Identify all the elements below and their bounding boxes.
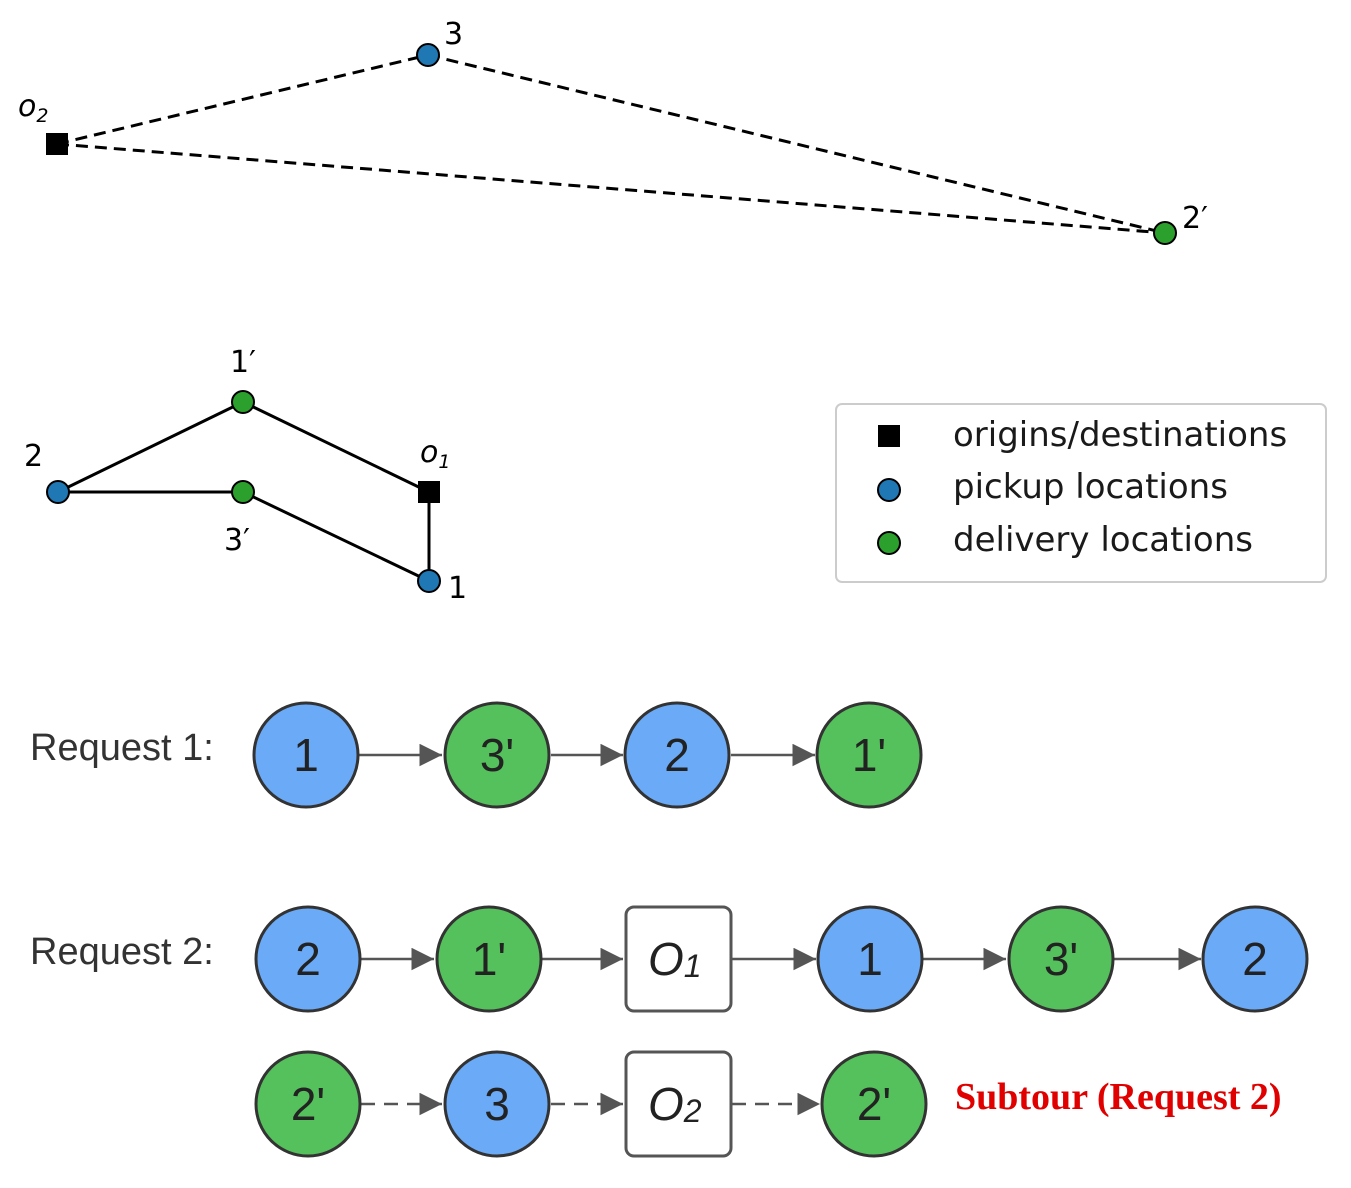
node-3-label: 3 bbox=[444, 17, 463, 52]
edge-o2-3 bbox=[56, 53, 429, 146]
flow-node-delivery bbox=[820, 1050, 928, 1158]
subtour-caption: Subtour (Request 2) bbox=[955, 1076, 1282, 1118]
node-1-label: 1 bbox=[448, 571, 467, 606]
flow-node-pickup bbox=[254, 905, 362, 1013]
origin-o2-marker bbox=[46, 133, 68, 155]
edge-o2-2prime bbox=[56, 142, 1166, 235]
top-route-map: o2 3 2′ bbox=[18, 17, 1208, 245]
flow-origin-box bbox=[624, 1050, 733, 1158]
flow-node-label: 3' bbox=[1044, 933, 1078, 985]
flow-node-delivery bbox=[443, 701, 551, 809]
o1-label: o1 bbox=[420, 435, 450, 473]
flow-node-label: 1 bbox=[293, 729, 319, 781]
delivery-2prime-marker bbox=[1153, 221, 1177, 245]
node-1prime-label: 1′ bbox=[230, 345, 256, 380]
request1-flow: Request 1: 1 3' 2 1' bbox=[30, 701, 923, 809]
flow-node-label: 3' bbox=[480, 729, 514, 781]
flow-node-pickup bbox=[443, 1050, 551, 1158]
pickup-1-marker bbox=[417, 569, 441, 593]
flow-node-pickup bbox=[816, 905, 924, 1013]
flow-node-delivery bbox=[435, 905, 543, 1013]
flow-node-pickup bbox=[252, 701, 360, 809]
request1-label: Request 1: bbox=[30, 727, 214, 769]
node-2prime-label: 2′ bbox=[1182, 201, 1208, 236]
square-icon bbox=[878, 425, 900, 447]
subtour-flow: 2' 3 O2 2' Subtour (Request 2) bbox=[254, 1050, 1282, 1158]
request2-label: Request 2: bbox=[30, 931, 214, 973]
legend-label-delivery: delivery locations bbox=[953, 520, 1253, 560]
flow-origin-box bbox=[624, 905, 733, 1013]
edge-3prime-1 bbox=[242, 490, 430, 583]
request2-flow: Request 2: 2 1' O1 1 3' 2 bbox=[30, 905, 1309, 1013]
edge-1prime-o1 bbox=[242, 400, 430, 494]
legend-frame bbox=[835, 403, 1327, 583]
flow-node-label: 2' bbox=[857, 1078, 891, 1130]
flow-origin-label: O1 bbox=[648, 933, 702, 985]
flow-node-label: 1' bbox=[852, 729, 886, 781]
flow-node-pickup bbox=[623, 701, 731, 809]
legend-label-pickup: pickup locations bbox=[953, 467, 1228, 507]
node-2-label: 2 bbox=[24, 439, 43, 474]
flow-node-label: 2' bbox=[291, 1078, 325, 1130]
circle-icon bbox=[877, 478, 901, 502]
bottom-route-map: 1′ 2 o1 3′ 1 bbox=[24, 345, 467, 606]
circle-icon bbox=[877, 531, 901, 555]
edge-2-1prime bbox=[57, 400, 244, 494]
o2-label: o2 bbox=[18, 89, 48, 127]
flow-node-label: 3 bbox=[484, 1078, 510, 1130]
legend: origins/destinations pickup locations de… bbox=[835, 403, 1327, 583]
legend-label-origins: origins/destinations bbox=[953, 415, 1287, 455]
flow-node-delivery bbox=[254, 1050, 362, 1158]
flow-node-label: 2 bbox=[664, 729, 690, 781]
delivery-3prime-marker bbox=[231, 480, 255, 504]
flow-node-pickup bbox=[1201, 905, 1309, 1013]
flow-node-label: 2 bbox=[1242, 933, 1268, 985]
flow-node-delivery bbox=[1007, 905, 1115, 1013]
delivery-1prime-marker bbox=[231, 390, 255, 414]
node-3prime-label: 3′ bbox=[224, 523, 250, 558]
pickup-3-marker bbox=[416, 43, 440, 67]
flow-node-delivery bbox=[815, 701, 923, 809]
flow-node-label: 1 bbox=[857, 933, 883, 985]
flow-node-label: 2 bbox=[295, 933, 321, 985]
edge-3-2prime bbox=[427, 53, 1166, 235]
flow-node-label: 1' bbox=[472, 933, 506, 985]
pickup-2-marker bbox=[46, 480, 70, 504]
flow-origin-label: O2 bbox=[648, 1078, 702, 1130]
origin-o1-marker bbox=[418, 481, 440, 503]
